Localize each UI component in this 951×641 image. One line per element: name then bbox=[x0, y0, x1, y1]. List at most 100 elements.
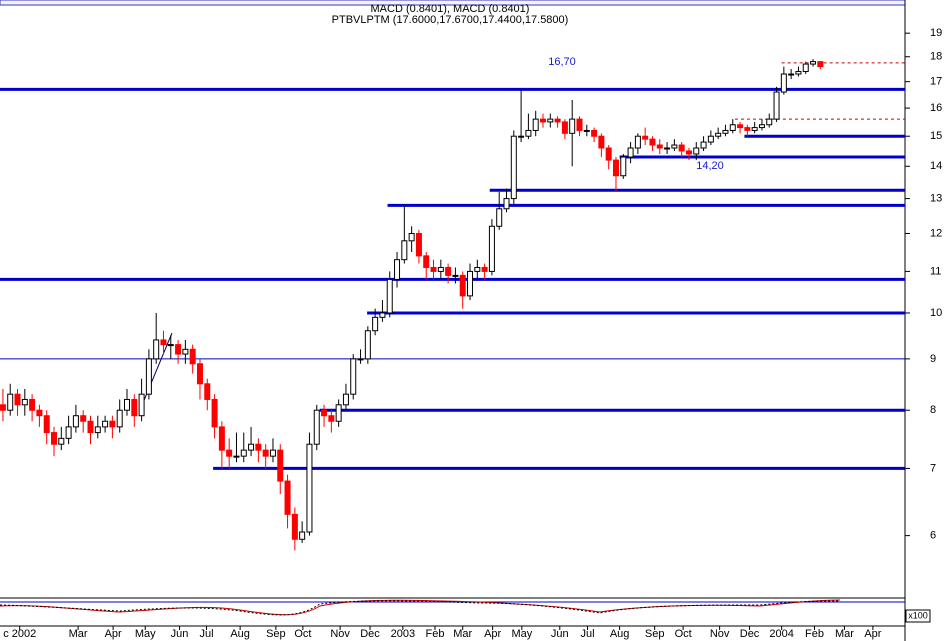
candle-body bbox=[233, 455, 240, 458]
x-tick-label: Jul bbox=[580, 628, 594, 640]
x-tick-label: Feb bbox=[805, 628, 824, 640]
candle-body bbox=[116, 409, 123, 428]
candle-body bbox=[642, 135, 649, 140]
candle-body bbox=[386, 278, 393, 314]
y-tick-label: 17 bbox=[930, 76, 942, 88]
x-tick-label: Mar bbox=[835, 628, 854, 640]
candle-body bbox=[14, 393, 21, 406]
candle-body bbox=[394, 259, 401, 280]
candle-body bbox=[357, 358, 364, 361]
candle-body bbox=[109, 420, 116, 428]
y-tick-label: 10 bbox=[930, 307, 942, 319]
candle-body bbox=[795, 71, 802, 75]
candle-body bbox=[612, 159, 619, 177]
candle-body bbox=[262, 449, 269, 457]
candle-body bbox=[94, 426, 101, 434]
indicator-title: MACD (0.8401), MACD (0.8401) bbox=[371, 3, 530, 15]
candle-body bbox=[474, 266, 481, 272]
candle-body bbox=[656, 144, 663, 149]
candle-body bbox=[401, 240, 408, 261]
candle-body bbox=[299, 531, 306, 540]
candle-body bbox=[576, 118, 583, 131]
candle-body bbox=[350, 358, 357, 395]
candle-body bbox=[321, 409, 328, 417]
candle-body bbox=[204, 383, 211, 400]
candle-body bbox=[175, 344, 182, 355]
x-tick-label: Apr bbox=[105, 628, 122, 640]
candle-body bbox=[423, 255, 430, 268]
candle-body bbox=[678, 144, 685, 152]
x-tick-label: Feb bbox=[425, 628, 444, 640]
candle-body bbox=[196, 363, 203, 385]
x-tick-label: 2003 bbox=[391, 628, 415, 640]
candle-body bbox=[445, 266, 452, 276]
macd-line bbox=[0, 600, 841, 616]
candle-body bbox=[145, 358, 152, 395]
candle-body bbox=[693, 147, 700, 155]
candle-body bbox=[664, 147, 671, 150]
candle-body bbox=[452, 274, 459, 277]
lower-panel-label: x100 bbox=[908, 610, 928, 620]
candle-body bbox=[248, 443, 255, 451]
x-tick-label: Aug bbox=[610, 628, 630, 640]
x-tick-label: Oct bbox=[675, 628, 692, 640]
candle-body bbox=[72, 415, 79, 428]
scale-box bbox=[905, 609, 931, 623]
candle-body bbox=[277, 449, 284, 482]
x-tick-label: c 2002 bbox=[3, 628, 36, 640]
candle-body bbox=[160, 339, 167, 346]
candle-body bbox=[817, 61, 824, 68]
annotation: 16,70 bbox=[548, 56, 576, 68]
x-tick-label: Apr bbox=[484, 628, 501, 640]
candle-body bbox=[751, 127, 758, 131]
candle-body bbox=[459, 274, 466, 297]
y-tick-label: 8 bbox=[930, 404, 936, 416]
candle-body bbox=[255, 443, 262, 451]
x-tick-label: Jul bbox=[200, 628, 214, 640]
candle-body bbox=[36, 409, 43, 417]
y-tick-label: 11 bbox=[930, 265, 941, 277]
y-tick-label: 9 bbox=[930, 353, 936, 365]
candle-body bbox=[583, 129, 590, 132]
candle-body bbox=[437, 266, 444, 272]
candle-body bbox=[415, 232, 422, 257]
candle-body bbox=[525, 129, 532, 137]
candle-body bbox=[467, 270, 474, 297]
candle-body bbox=[620, 156, 627, 177]
candle-body bbox=[780, 73, 787, 93]
candle-body bbox=[65, 426, 72, 439]
candle-body bbox=[372, 316, 379, 332]
x-tick-label: Jun bbox=[551, 628, 569, 640]
candle-body bbox=[182, 348, 189, 355]
candle-body bbox=[481, 266, 488, 272]
candle-body bbox=[744, 127, 751, 131]
candle-body bbox=[715, 132, 722, 137]
candle-body bbox=[342, 393, 349, 406]
y-tick-label: 19 bbox=[930, 27, 942, 39]
candle-body bbox=[291, 513, 298, 540]
candle-body bbox=[21, 398, 28, 406]
candle-body bbox=[138, 393, 145, 417]
candle-body bbox=[700, 141, 707, 149]
candle-body bbox=[627, 147, 634, 158]
candle-body bbox=[43, 415, 50, 434]
candle-body bbox=[729, 124, 736, 131]
candle-body bbox=[335, 404, 342, 422]
candle-body bbox=[240, 449, 247, 457]
candle-body bbox=[569, 118, 576, 134]
candle-body bbox=[737, 124, 744, 129]
x-tick-label: Dec bbox=[740, 628, 760, 640]
x-tick-label: Dec bbox=[360, 628, 380, 640]
x-tick-label: Mar bbox=[453, 628, 472, 640]
candle-body bbox=[284, 480, 291, 515]
candle-body bbox=[802, 63, 809, 73]
candle-body bbox=[408, 232, 415, 242]
candle-body bbox=[51, 432, 58, 445]
y-tick-label: 6 bbox=[930, 530, 936, 542]
candle-body bbox=[605, 147, 612, 161]
candle-body bbox=[7, 393, 14, 411]
x-tick-label: Nov bbox=[330, 628, 350, 640]
candle-body bbox=[810, 61, 817, 65]
